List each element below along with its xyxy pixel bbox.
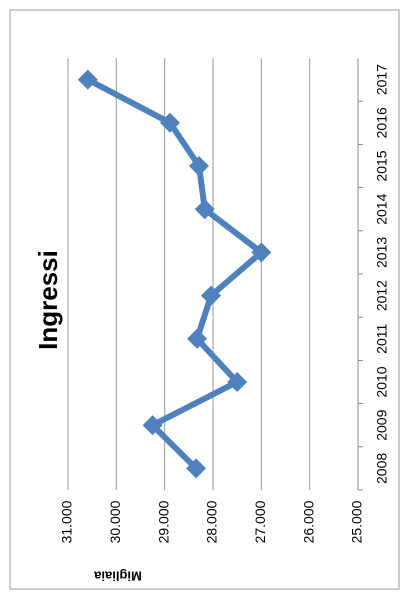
x-tick-label: 2013 (374, 237, 390, 268)
marker (142, 415, 163, 436)
x-tick-label: 2015 (374, 150, 390, 181)
marker (159, 112, 180, 133)
y-axis-label: Migliaia (93, 569, 141, 584)
marker (186, 458, 207, 479)
x-tick-label: 2011 (374, 324, 390, 354)
y-tick-label: 27.000 (252, 500, 268, 543)
x-tick-label: 2008 (374, 453, 390, 484)
x-tick-label: 2014 (374, 193, 390, 224)
marker (201, 285, 222, 306)
line (86, 76, 265, 471)
x-tick-label: 2017 (374, 64, 390, 95)
marker (77, 69, 98, 90)
y-tick-label: 25.000 (349, 500, 365, 543)
x-tick-label: 2010 (374, 366, 390, 397)
chart-title: Ingressi (33, 250, 63, 350)
x-tick-label: 2016 (374, 107, 390, 138)
marker (188, 156, 209, 176)
y-tick-label: 26.000 (300, 500, 316, 543)
marker (194, 199, 215, 220)
marker (251, 242, 272, 263)
y-tick-label: 29.000 (155, 500, 171, 543)
y-tick-label: 31.000 (59, 500, 75, 543)
marker (227, 372, 248, 392)
y-tick-label: 30.000 (107, 500, 123, 543)
y-tick-label: 28.000 (204, 500, 220, 543)
chart-frame (9, 9, 400, 590)
x-tick-label: 2012 (374, 280, 390, 311)
marker (187, 328, 208, 349)
x-tick-label: 2009 (374, 409, 390, 440)
